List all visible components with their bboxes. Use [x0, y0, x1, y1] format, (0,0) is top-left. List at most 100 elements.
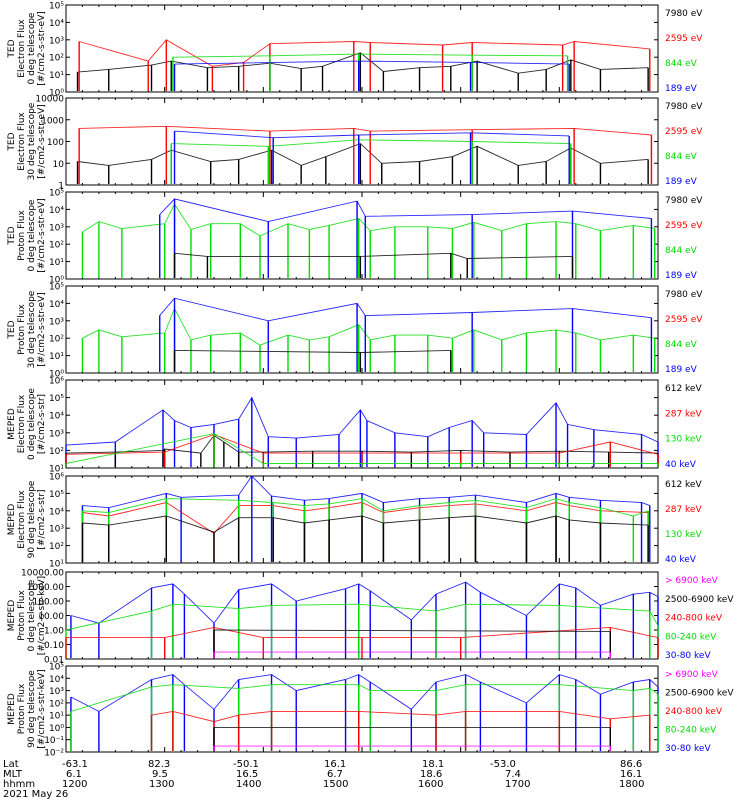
legend-entry: 40 keV	[665, 555, 697, 565]
series-line	[77, 52, 649, 74]
y-tick-label: 10⁰	[49, 724, 64, 734]
legend-entry: 130 keV	[665, 530, 702, 540]
y-tick-label: 10.00	[38, 612, 64, 622]
y-axis-label: 0 deg telescope	[27, 388, 37, 460]
y-axis-label: MEPED	[7, 408, 17, 440]
legend-entry: 844 eV	[665, 152, 698, 162]
legend-entry: 2595 eV	[665, 34, 703, 44]
y-tick-label: 10³	[49, 317, 64, 327]
y-tick-label: 100.00	[33, 598, 65, 608]
y-tick-label: 10³	[49, 687, 64, 697]
y-tick-label: 0.10	[44, 641, 64, 651]
y-tick-label: 10³	[49, 223, 64, 233]
series-line	[172, 53, 568, 58]
series-line	[213, 629, 611, 632]
y-axis-label: TED	[7, 39, 17, 58]
y-tick-label: 10⁴	[49, 412, 64, 422]
footer-mlt-value: 6.1	[66, 769, 82, 780]
footer-mlt-value: 16.5	[236, 769, 259, 780]
y-axis-label: MEPED	[7, 600, 17, 632]
series-line	[82, 203, 655, 237]
y-tick-label: 10⁻¹	[44, 736, 64, 746]
y-tick-label: 10¹	[49, 71, 64, 81]
legend-entry: 189 eV	[665, 271, 698, 281]
footer-mlt-value: 16.1	[620, 769, 643, 780]
series-line	[159, 198, 652, 223]
footer-row-label-mlt: MLT	[3, 769, 22, 780]
legend-entry: 240-800 keV	[665, 614, 723, 624]
y-tick-label: 10⁵	[49, 490, 64, 500]
y-tick-label: 10³	[49, 36, 64, 46]
legend-entry: 844 eV	[665, 246, 698, 256]
y-axis-label: 0 deg telescope	[27, 579, 37, 651]
legend-entry: 7980 eV	[665, 102, 703, 112]
y-tick-label: 10⁰	[49, 89, 64, 99]
legend-entry: 189 eV	[665, 365, 698, 375]
y-tick-label: 10000.00	[21, 569, 64, 579]
y-tick-label: 10¹	[49, 712, 64, 722]
y-tick-label: 10⁴	[49, 507, 64, 517]
footer-hhmm-value: 1800	[619, 779, 645, 790]
y-tick-label: 10000	[35, 95, 64, 105]
legend-entry: 130 keV	[665, 435, 702, 445]
legend-entry: 2595 eV	[665, 315, 703, 325]
y-tick-label: 10⁵	[49, 189, 64, 199]
footer-row-label-lat: Lat	[3, 759, 19, 770]
legend-entry: > 6900 keV	[665, 670, 719, 680]
series-line	[77, 143, 649, 166]
series-line	[65, 434, 659, 455]
y-axis-label: [#/cm2-s-str-eV]	[37, 104, 47, 179]
footer-hhmm-value: 1700	[505, 779, 531, 790]
legend-entry: 2595 eV	[665, 221, 703, 231]
y-tick-label: 10¹	[49, 560, 64, 570]
series-line	[66, 626, 659, 639]
legend-entry: 7980 eV	[665, 196, 703, 206]
legend-entry: 2500-6900 keV	[665, 595, 734, 605]
y-tick-label: 10²	[49, 335, 64, 345]
series-line	[65, 433, 658, 464]
footer-mlt-value: 7.4	[505, 769, 521, 780]
y-tick-label: 10⁵	[49, 2, 64, 12]
series-line	[174, 60, 570, 65]
y-tick-label: 10⁻²	[44, 749, 64, 759]
legend-entry: 844 eV	[665, 340, 698, 350]
series-line	[70, 684, 659, 712]
legend-entry: 612 keV	[665, 384, 702, 394]
y-tick-label: 10⁰	[49, 370, 64, 380]
footer-lat-value: -53.0	[490, 759, 516, 770]
y-axis-label: Proton Flux	[17, 590, 27, 641]
y-tick-label: 10⁵	[49, 283, 64, 293]
y-axis-label: [#/cm2-s-str-keV]	[37, 669, 47, 748]
legend-entry: 40 keV	[665, 460, 697, 470]
series-line	[174, 130, 570, 139]
legend-entry: 189 eV	[665, 177, 698, 187]
y-axis-label: Proton Flux	[17, 683, 27, 734]
series-line	[70, 581, 659, 624]
footer-lat-value: 86.6	[620, 759, 643, 770]
y-axis-label: [#/cm2-s-str-eV]	[37, 198, 47, 273]
y-tick-label: 10⁵	[49, 663, 64, 673]
footer-mlt-value: 18.6	[420, 769, 443, 780]
y-axis-label: 30 deg telescope	[27, 290, 37, 368]
y-tick-label: 10¹	[49, 352, 64, 362]
y-axis-label: Proton Flux	[17, 304, 27, 355]
footer-lat-value: 82.3	[148, 759, 171, 770]
y-tick-label: 10⁵	[49, 394, 64, 404]
footer-row-label-hhmm: hhmm	[3, 779, 36, 790]
y-axis-label: 90 deg telescope	[27, 480, 37, 558]
y-tick-label: 1000	[41, 116, 64, 126]
series-line	[79, 125, 652, 136]
footer: Lat MLT hhmm 2021 May 26 -63.1 6.1 1200 …	[0, 760, 750, 800]
y-axis-label: Electron Flux	[17, 394, 27, 453]
series-line	[174, 252, 573, 259]
series-line	[174, 349, 451, 353]
footer-lat-value: -50.1	[233, 759, 259, 770]
legend-entry: 30-80 keV	[665, 744, 711, 754]
series-line	[82, 475, 650, 509]
series-line	[171, 139, 571, 147]
legend-entry: 7980 eV	[665, 290, 703, 300]
y-tick-label: 10⁴	[49, 300, 64, 310]
legend-entry: 7980 eV	[665, 9, 703, 19]
y-axis-label: Electron Flux	[17, 490, 27, 549]
